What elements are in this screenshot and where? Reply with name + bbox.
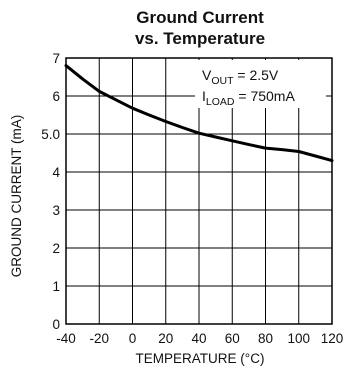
x-tick-label: -40 — [56, 331, 76, 346]
x-tick-label: 100 — [287, 331, 310, 346]
y-tick-labels: 0 1 2 3 4 5.0 6 7 — [41, 51, 60, 332]
y-tick-label: 2 — [52, 241, 60, 256]
annotation-vout-main: V — [202, 67, 212, 83]
annotation-iload: ILOAD = 750mA — [202, 88, 295, 108]
y-tick-label: 3 — [52, 203, 60, 218]
y-tick-label: 0 — [52, 317, 60, 332]
x-tick-label: 120 — [321, 331, 344, 346]
series-layer — [64, 64, 334, 163]
y-tick-label: 1 — [52, 279, 60, 294]
y-tick-label: 4 — [52, 165, 60, 180]
annotation-vout-sub: OUT — [211, 75, 234, 87]
x-tick-label: 80 — [258, 331, 273, 346]
x-tick-label: 0 — [129, 331, 137, 346]
series-line-ground-current — [64, 64, 334, 163]
x-tick-labels: -40 -20 0 20 40 60 80 100 120 — [56, 331, 343, 346]
annotation-vout: VOUT = 2.5V — [202, 67, 279, 87]
chart-subtitle: vs. Temperature — [135, 29, 265, 48]
annotation-iload-sub: LOAD — [206, 96, 235, 108]
annotation-iload-main: I — [202, 88, 206, 104]
x-tick-label: 60 — [225, 331, 240, 346]
x-tick-label: -20 — [89, 331, 109, 346]
annotation-vout-rest: = 2.5V — [234, 67, 279, 83]
y-tick-label: 7 — [52, 51, 60, 66]
plot-frame — [65, 57, 333, 325]
annotation-iload-rest: = 750mA — [234, 88, 295, 104]
x-tick-label: 20 — [158, 331, 173, 346]
x-axis-label: TEMPERATURE (°C) — [136, 351, 265, 366]
y-axis-label: GROUND CURRENT (mA) — [9, 115, 24, 278]
y-tick-label: 5.0 — [41, 127, 60, 142]
x-tick-label: 40 — [191, 331, 206, 346]
y-tick-label: 6 — [52, 89, 60, 104]
annotation-box — [195, 60, 326, 108]
chart-title: Ground Current — [136, 8, 264, 27]
